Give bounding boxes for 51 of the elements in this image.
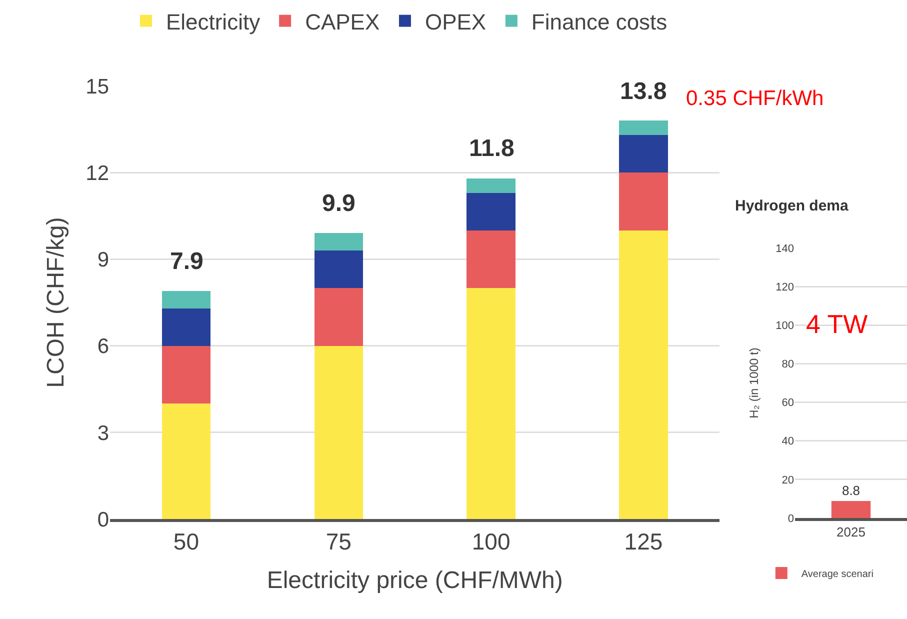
legend-label: Finance costs: [531, 9, 668, 34]
bar: [619, 135, 668, 173]
legend-label: Average scenari: [801, 568, 874, 580]
bar: [162, 346, 211, 404]
bar: [466, 230, 516, 288]
bar: [619, 172, 668, 230]
y-tick-label: 12: [86, 162, 109, 185]
y-axis-title: LCOH (CHF/kg): [42, 217, 70, 388]
bar: [466, 178, 516, 193]
y-tick-label: 60: [782, 397, 794, 410]
total-label: 13.8: [620, 78, 667, 105]
y-tick-label: 6: [97, 335, 109, 358]
bar: [466, 192, 516, 230]
y-tick-label: 15: [86, 75, 109, 98]
y-tick-label: 9: [97, 248, 109, 272]
y-tick-label: 0: [788, 512, 794, 525]
x-tick-label: 100: [472, 528, 510, 555]
y-tick-label: 80: [782, 358, 794, 371]
y-tick-label: 0: [97, 508, 109, 532]
bar: [162, 308, 211, 346]
total-label: 11.8: [469, 135, 514, 162]
y-tick-label: 120: [776, 281, 794, 294]
y-tick-label: 40: [782, 436, 794, 448]
annotation: 0.35 CHF/kWh: [686, 87, 824, 110]
x-tick-label: 125: [624, 528, 663, 555]
total-label: 7.9: [170, 248, 204, 275]
y-tick-label: 3: [97, 422, 109, 445]
bar: [314, 250, 364, 288]
legend-label: Electricity: [166, 9, 260, 34]
bar: [314, 346, 364, 519]
y-tick-label: 100: [776, 320, 794, 332]
data-label: 8.8: [842, 483, 860, 498]
y-axis-title: H₂ (in 1000 t): [746, 348, 761, 418]
bar: [466, 288, 516, 519]
bar: [162, 404, 211, 519]
x-tick-label: 2025: [836, 524, 866, 540]
bar: [619, 120, 668, 136]
annotation: 4 TW: [806, 309, 868, 339]
bar: [314, 233, 364, 251]
total-label: 9.9: [322, 190, 356, 217]
bar: [619, 230, 668, 519]
legend-label: CAPEX: [305, 9, 380, 34]
bar: [162, 290, 211, 308]
legend-label: OPEX: [424, 9, 486, 34]
y-tick-label: 140: [776, 242, 794, 255]
bar: [314, 288, 364, 346]
x-axis-title: Electricity price (CHF/MWh): [266, 566, 563, 594]
y-tick-label: 20: [782, 474, 794, 486]
x-tick-label: 75: [326, 528, 352, 555]
x-tick-label: 50: [173, 528, 200, 555]
chart-title: Hydrogen dema: [735, 198, 850, 214]
